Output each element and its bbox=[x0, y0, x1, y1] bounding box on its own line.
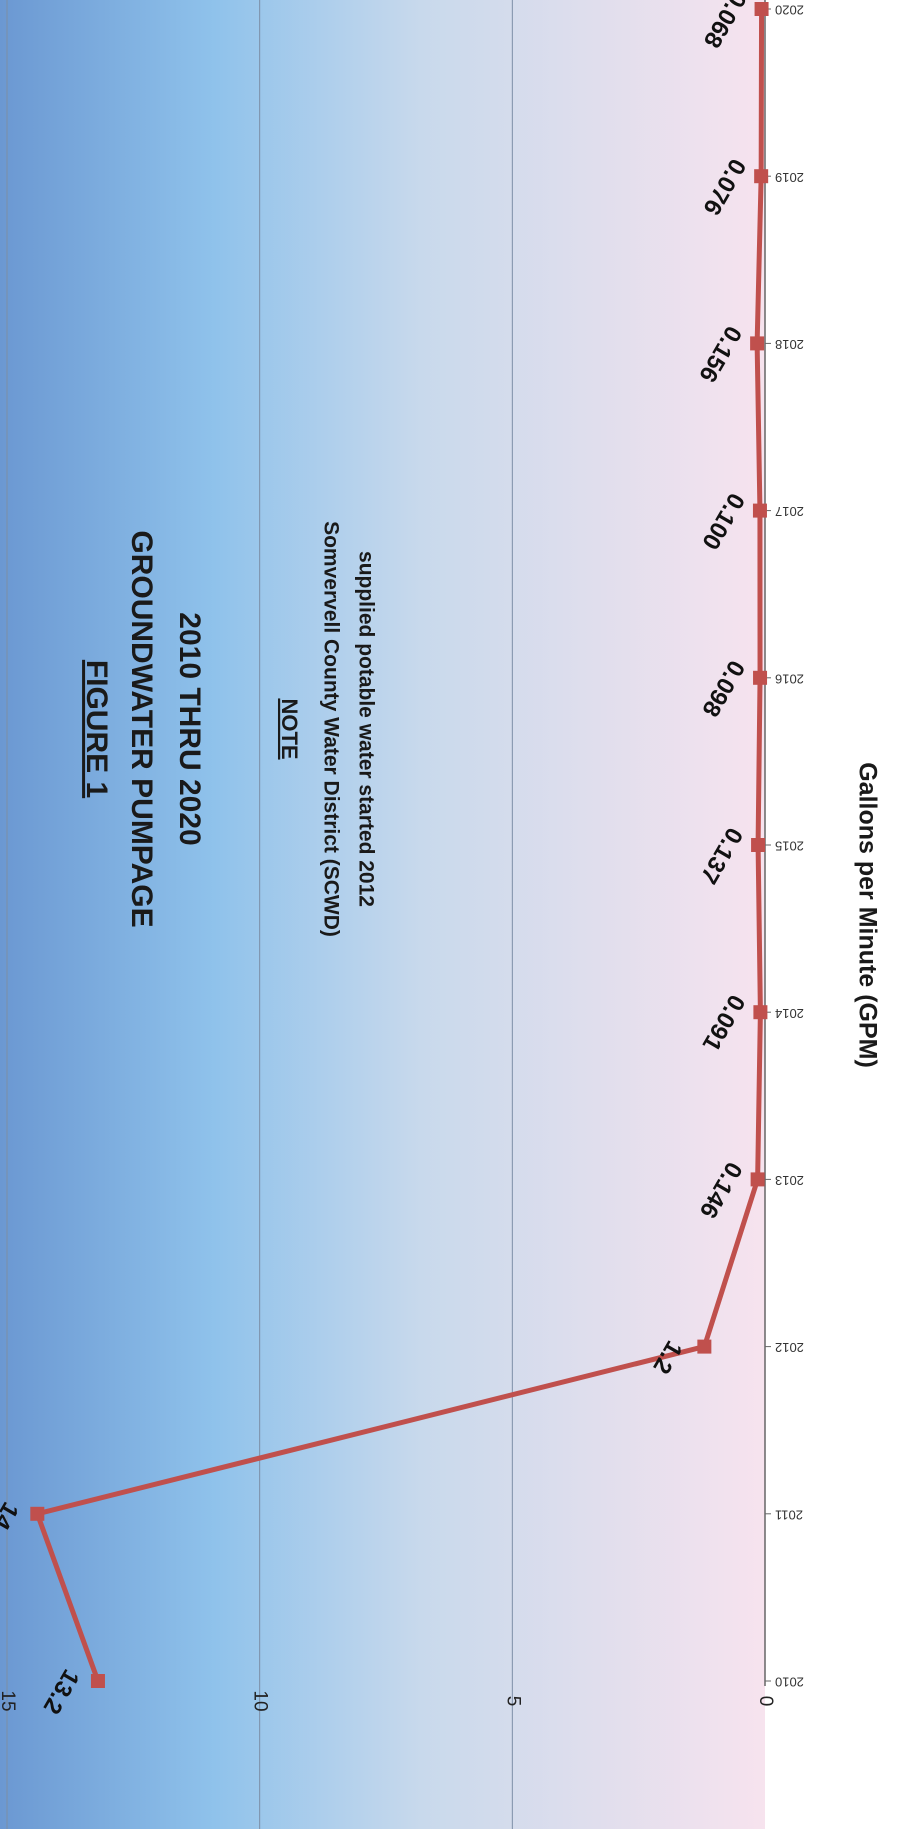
note-line-1: Somvervell County Water District (SCWD) bbox=[319, 521, 342, 937]
data-markers bbox=[30, 2, 769, 1688]
chart-title: FIGURE 1 GROUNDWATER PUMPAGE 2010 THRU 2… bbox=[80, 530, 206, 927]
data-point-marker bbox=[754, 2, 769, 16]
note-heading: NOTE bbox=[277, 698, 302, 759]
x-tick-label: 2018 bbox=[775, 337, 804, 352]
data-point-marker bbox=[752, 503, 767, 518]
gridlines bbox=[6, 0, 513, 1829]
title-date-range: 2010 THRU 2020 bbox=[173, 612, 206, 845]
data-point-marker bbox=[751, 838, 766, 852]
x-tick-label: 2011 bbox=[775, 1507, 803, 1522]
x-tick-labels: 2010 2011 2012 2013 2014 2015 2016 2017 2018 2019… bbox=[765, 3, 804, 1690]
data-point-marker bbox=[750, 336, 765, 351]
y-tick-label: 10 bbox=[250, 1690, 271, 1711]
title-main: GROUNDWATER PUMPAGE bbox=[125, 530, 158, 927]
x-tick-label: 2020 bbox=[775, 3, 804, 18]
x-tick-label: 2017 bbox=[775, 504, 804, 519]
y-tick-labels: 0 5 10 15 bbox=[0, 1690, 776, 1711]
data-point-marker bbox=[750, 1172, 765, 1187]
x-tick-label: 2014 bbox=[775, 1006, 804, 1021]
note-line-2: supplied potable water started 2012 bbox=[354, 551, 377, 907]
note-annotation: NOTE Somvervell County Water District (S… bbox=[277, 521, 377, 937]
data-point-marker bbox=[697, 1339, 712, 1354]
plot-area bbox=[0, 0, 765, 1829]
data-point-marker bbox=[30, 1506, 45, 1521]
data-point-marker bbox=[754, 169, 769, 184]
data-point-marker bbox=[753, 670, 768, 685]
rotated-chart-group: 2010 2011 2012 2013 2014 2015 2016 2017 2018 2019… bbox=[0, 0, 881, 1829]
y-tick-label: 0 bbox=[755, 1696, 776, 1707]
x-tick-label: 2010 bbox=[775, 1675, 804, 1690]
x-tick-label: 2015 bbox=[775, 839, 804, 854]
y-tick-label: 5 bbox=[502, 1696, 523, 1707]
data-point-marker bbox=[90, 1674, 105, 1688]
figure-number: FIGURE 1 bbox=[80, 660, 113, 798]
y-axis-title: Gallons per Minute (GPM) bbox=[853, 762, 881, 1068]
y-tick-label: 15 bbox=[0, 1690, 18, 1711]
data-point-marker bbox=[753, 1005, 768, 1020]
series-line-group: 13.214.41.20.1460.0910.1370.0980.1000.15… bbox=[0, 0, 769, 1719]
x-tick-label: 2016 bbox=[775, 671, 804, 686]
x-tick-label: 2012 bbox=[775, 1340, 804, 1355]
x-tick-label: 2013 bbox=[775, 1173, 804, 1188]
x-tick-label: 2019 bbox=[775, 170, 804, 185]
